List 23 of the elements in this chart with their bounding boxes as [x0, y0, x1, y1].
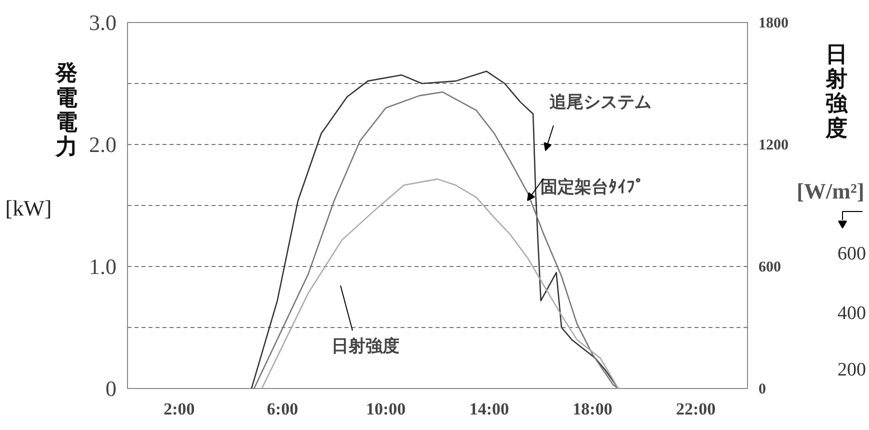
- text: 400: [838, 303, 866, 324]
- text: 日射強度 [W/m²]: [796, 42, 864, 204]
- x-tick-label: 10:00: [366, 400, 406, 418]
- y2-tick-label: 1800: [758, 16, 788, 32]
- y2-tick-label: 600: [758, 260, 781, 276]
- x-tick-label: 18:00: [572, 400, 612, 418]
- y2-tick-label: 1200: [758, 138, 788, 154]
- text: 600: [838, 244, 866, 265]
- x-tick-label: 22:00: [676, 400, 716, 418]
- text: 発電電力 [kW]: [5, 61, 78, 221]
- annotation: 固定架台ﾀｲﾌﾟ: [540, 178, 644, 198]
- annotation: 追尾システム: [548, 92, 652, 112]
- text: 200: [838, 359, 866, 380]
- x-tick-label: 2:00: [164, 400, 195, 418]
- y-tick-label: 2.0: [89, 132, 116, 157]
- x-tick-label: 6:00: [266, 400, 298, 418]
- line-series: [261, 178, 619, 388]
- y-tick-label: 1.0: [89, 254, 116, 279]
- y-tick-label: 3.0: [89, 10, 116, 35]
- x-tick-label: 14:00: [469, 400, 510, 418]
- annotation: 日射強度: [332, 336, 400, 356]
- y-tick-label: 0: [106, 376, 116, 401]
- y2-tick-label: 0: [758, 382, 766, 398]
